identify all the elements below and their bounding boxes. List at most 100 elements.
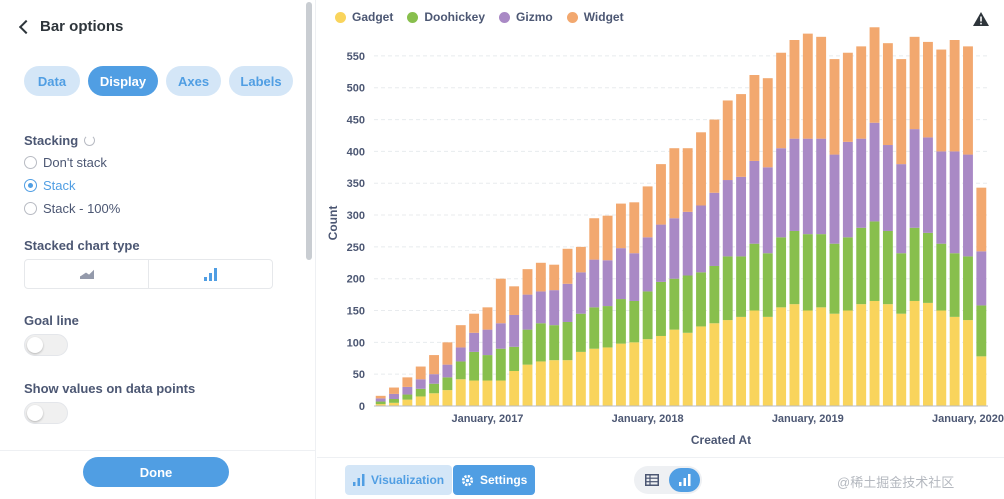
gear-icon — [461, 474, 474, 486]
legend-item-widget[interactable]: Widget — [566, 10, 624, 24]
y-tick-label: 450 — [347, 115, 365, 127]
bar-segment — [642, 291, 653, 340]
radio-dont-stack[interactable]: Don't stack — [24, 155, 107, 170]
bar-segment — [923, 137, 933, 233]
bar-segment — [923, 232, 933, 303]
bar-segment — [722, 320, 733, 406]
bar-segment — [415, 366, 426, 380]
bar-segment — [616, 248, 626, 300]
bar-segment — [522, 329, 533, 365]
bar-segment — [829, 243, 840, 314]
bar-segment — [869, 300, 880, 406]
bar-segment — [429, 383, 440, 394]
bar-segment — [869, 27, 880, 123]
y-tick-label: 150 — [347, 306, 365, 318]
tab-labels[interactable]: Labels — [229, 66, 293, 96]
radio-circle[interactable] — [24, 156, 37, 169]
bar-chart-icon — [353, 474, 365, 486]
sidebar-scrollbar[interactable] — [306, 2, 312, 260]
bar-options-sidebar: Bar options Data Display Axes Labels Sta… — [0, 0, 316, 499]
radio-circle[interactable] — [24, 202, 37, 215]
bar-segment — [749, 75, 760, 161]
bar-segment — [976, 305, 987, 357]
bar-segment — [442, 364, 453, 378]
legend-item-gadget[interactable]: Gadget — [335, 10, 393, 24]
chevron-left-icon[interactable] — [18, 19, 30, 35]
area-chart-icon — [79, 269, 94, 279]
bar-segment — [616, 343, 626, 406]
bar-segment — [936, 151, 947, 244]
visualization-label: Visualization — [371, 473, 445, 487]
radio-stack[interactable]: Stack — [24, 178, 76, 193]
tab-display[interactable]: Display — [88, 66, 158, 96]
bar-segment — [549, 264, 560, 291]
bar-segment — [469, 380, 480, 406]
bar-segment — [963, 256, 973, 321]
bar-segment — [549, 360, 560, 406]
reset-icon[interactable] — [84, 135, 96, 146]
y-tick-label: 350 — [347, 178, 365, 190]
visualization-button[interactable]: Visualization — [345, 465, 453, 495]
y-tick-label: 50 — [353, 369, 365, 381]
legend-swatch — [566, 11, 578, 23]
bar-segment — [882, 230, 893, 305]
bar-segment — [656, 335, 666, 406]
radio-stack-100[interactable]: Stack - 100% — [24, 201, 120, 216]
bar-segment — [522, 364, 533, 406]
sidebar-title: Bar options — [40, 18, 124, 35]
bar-segment — [535, 361, 546, 406]
warning-icon[interactable] — [973, 12, 989, 26]
sidebar-scroll-area: Bar options Data Display Axes Labels Sta… — [0, 0, 316, 437]
goal-line-toggle[interactable] — [24, 334, 68, 356]
bar-segment — [455, 379, 466, 406]
bar-segment — [696, 326, 706, 406]
table-view-button[interactable] — [636, 468, 667, 492]
stacked-chart-type-selector — [24, 259, 273, 289]
legend-label: Doohickey — [424, 10, 486, 24]
view-toggle — [634, 466, 702, 494]
y-tick-label: 250 — [347, 242, 365, 254]
bar-segment — [736, 256, 747, 317]
stacked-area-option[interactable] — [25, 260, 148, 288]
bar-segment — [736, 316, 747, 406]
bar-segment — [749, 310, 760, 406]
bar-segment — [696, 272, 706, 327]
bar-segment — [949, 40, 960, 152]
bar-segment — [789, 304, 800, 406]
bar-segment — [802, 310, 813, 406]
bar-segment — [856, 46, 867, 139]
radio-circle-checked[interactable] — [24, 179, 37, 192]
x-tick-label: January, 2017 — [451, 413, 523, 425]
y-tick-label: 0 — [359, 401, 365, 413]
bar-segment — [442, 377, 453, 391]
bar-segment — [696, 205, 706, 273]
legend-item-gizmo[interactable]: Gizmo — [499, 10, 553, 24]
settings-button[interactable]: Settings — [453, 465, 536, 495]
tab-axes[interactable]: Axes — [166, 66, 221, 96]
bar-segment — [682, 211, 693, 276]
chart-view-button[interactable] — [669, 468, 700, 492]
stacked-bar-option[interactable] — [148, 260, 272, 288]
legend-swatch — [335, 11, 346, 23]
bar-segment — [616, 299, 626, 344]
bar-segment — [923, 302, 933, 406]
show-values-toggle[interactable] — [24, 402, 68, 424]
legend-item-doohickey[interactable]: Doohickey — [407, 10, 485, 24]
bar-segment — [549, 325, 560, 361]
y-tick-label: 100 — [347, 337, 365, 349]
y-tick-label: 500 — [347, 83, 365, 95]
tab-data[interactable]: Data — [24, 66, 80, 96]
stacking-section: Stacking — [24, 133, 96, 148]
bar-segment — [709, 119, 720, 193]
bar-chart-icon — [678, 474, 690, 486]
bar-segment — [842, 237, 853, 311]
bar-segment — [976, 187, 987, 252]
bar-segment — [442, 390, 453, 406]
settings-label: Settings — [480, 473, 528, 487]
bar-segment — [882, 43, 893, 146]
bar-segment — [469, 332, 480, 352]
bar-segment — [482, 355, 493, 381]
bar-segment — [509, 314, 520, 347]
done-button[interactable]: Done — [83, 457, 229, 487]
